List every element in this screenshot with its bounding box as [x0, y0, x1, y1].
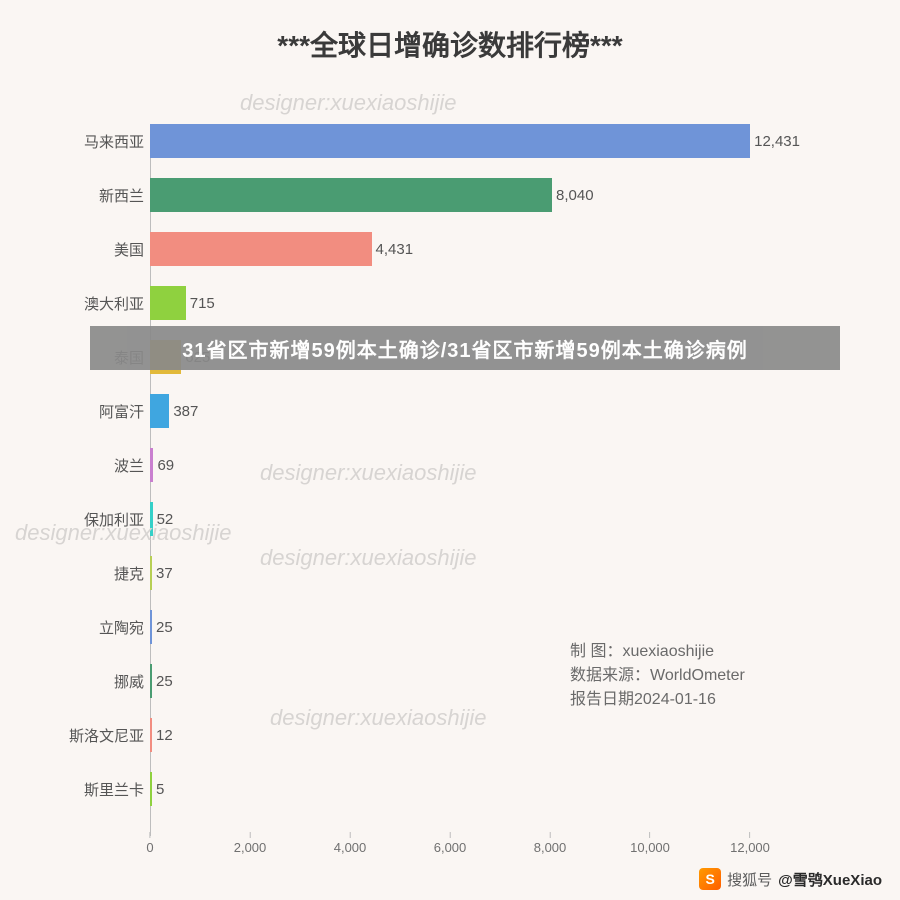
bar-label: 挪威: [114, 671, 150, 692]
bar-value: 69: [153, 457, 174, 474]
bar: [150, 124, 750, 158]
bar-value: 25: [152, 673, 173, 690]
bar-value: 52: [153, 511, 174, 528]
bar: [150, 286, 186, 320]
bar-row: 阿富汗387: [150, 394, 800, 428]
bar: [150, 232, 372, 266]
info-line: 制 图：xuexiaoshijie: [570, 640, 745, 664]
bar-value: 387: [169, 403, 198, 420]
info-line: 数据来源：WorldOmeter: [570, 664, 745, 688]
bar-value: 25: [152, 619, 173, 636]
bar-row: 保加利亚52: [150, 502, 800, 536]
bar-label: 立陶宛: [99, 617, 150, 638]
bar-row: 美国4,431: [150, 232, 800, 266]
x-tick: 0: [146, 832, 153, 855]
bar-row: 捷克37: [150, 556, 800, 590]
bar-value: 12: [152, 727, 173, 744]
bar-label: 马来西亚: [84, 131, 150, 152]
bar-label: 波兰: [114, 455, 150, 476]
bar-row: 澳大利亚715: [150, 286, 800, 320]
bar-row: 新西兰8,040: [150, 178, 800, 212]
bar-row: 马来西亚12,431: [150, 124, 800, 158]
bar-value: 37: [152, 565, 173, 582]
bar-label: 斯洛文尼亚: [69, 725, 150, 746]
bar-label: 澳大利亚: [84, 293, 150, 314]
bar-label: 新西兰: [99, 185, 150, 206]
bar-row: 斯洛文尼亚12: [150, 718, 800, 752]
chart-container: ***全球日增确诊数排行榜*** 马来西亚12,431新西兰8,040美国4,4…: [0, 0, 900, 900]
x-tick: 6,000: [434, 832, 467, 855]
x-tick: 8,000: [534, 832, 567, 855]
credit-prefix: 搜狐号: [727, 869, 772, 890]
overlay-banner: 31省区市新增59例本土确诊/31省区市新增59例本土确诊病例: [90, 326, 840, 370]
bar-value: 8,040: [552, 187, 594, 204]
x-tick: 4,000: [334, 832, 367, 855]
plot-area: 马来西亚12,431新西兰8,040美国4,431澳大利亚715泰国625阿富汗…: [150, 124, 800, 834]
bar-value: 715: [186, 295, 215, 312]
bottom-credit: S 搜狐号 @雪鸮XueXiao: [699, 868, 882, 890]
bar-label: 阿富汗: [99, 401, 150, 422]
overlay-text: 31省区市新增59例本土确诊/31省区市新增59例本土确诊病例: [182, 334, 748, 363]
bar: [150, 178, 552, 212]
x-tick: 2,000: [234, 832, 267, 855]
bar-label: 捷克: [114, 563, 150, 584]
bar: [150, 394, 169, 428]
bar-value: 12,431: [750, 133, 800, 150]
credit-name: @雪鸮XueXiao: [778, 869, 882, 890]
bar-label: 斯里兰卡: [84, 779, 150, 800]
sohu-icon: S: [699, 868, 721, 890]
info-line: 报告日期2024-01-16: [570, 688, 745, 712]
bar-value: 4,431: [372, 241, 414, 258]
chart-title: ***全球日增确诊数排行榜***: [40, 24, 860, 64]
watermark: designer:xuexiaoshijie: [240, 90, 456, 116]
bar-row: 斯里兰卡5: [150, 772, 800, 806]
bar-value: 5: [152, 781, 164, 798]
x-tick: 12,000: [730, 832, 770, 855]
info-box: 制 图：xuexiaoshijie数据来源：WorldOmeter报告日期202…: [570, 640, 745, 712]
bar-label: 美国: [114, 239, 150, 260]
bar-row: 立陶宛25: [150, 610, 800, 644]
bar-row: 波兰69: [150, 448, 800, 482]
x-tick: 10,000: [630, 832, 670, 855]
bar-label: 保加利亚: [84, 509, 150, 530]
